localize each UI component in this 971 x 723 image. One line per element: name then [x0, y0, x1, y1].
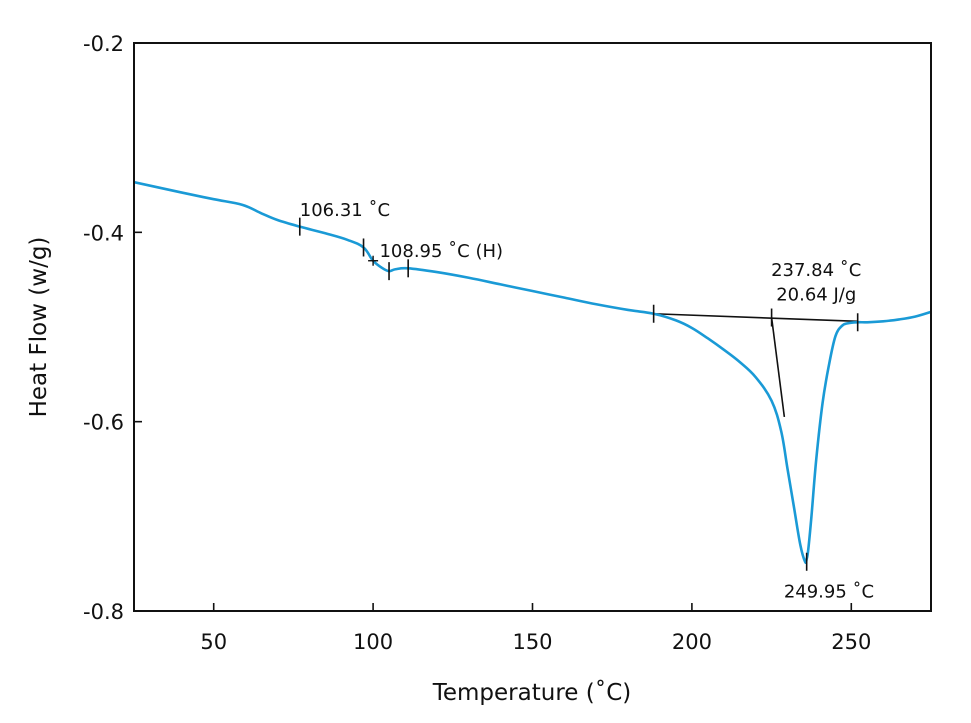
- x-tick-label-50: 50: [200, 630, 227, 654]
- y-tick-label-3: -0.2: [83, 32, 124, 56]
- x-tick-label-250: 250: [831, 630, 871, 654]
- annotation-label-1: 106.31 ˚C: [300, 200, 390, 221]
- annotation-label-2: 108.95 ˚C (H): [379, 241, 503, 262]
- y-axis-title: Heat Flow (w/g): [26, 237, 52, 418]
- cross-marker: [368, 255, 379, 266]
- y-tick-label-0: -0.8: [83, 600, 124, 624]
- plot-area: [134, 180, 931, 571]
- x-axis-title: Temperature (˚C): [432, 679, 632, 706]
- y-tick-label-1: -0.6: [83, 411, 124, 435]
- x-tick-label-200: 200: [672, 630, 712, 654]
- construction-line-1: [653, 312, 858, 323]
- annotation-label-5: 249.95 ˚C: [784, 582, 874, 603]
- y-tick-label-2: -0.4: [83, 221, 124, 245]
- x-tick-label-100: 100: [353, 630, 393, 654]
- annotation-label-3: 237.84 ˚C: [771, 260, 861, 281]
- x-tick-label-150: 150: [512, 630, 552, 654]
- axes: 106.31 ˚C 108.95 ˚C (H) 237.84 ˚C 20.64 J/g…: [83, 32, 932, 654]
- heat-flow-series-line: [134, 180, 931, 565]
- annotation-label-4: 20.64 J/g: [776, 284, 856, 305]
- construction-line-2: [770, 317, 786, 418]
